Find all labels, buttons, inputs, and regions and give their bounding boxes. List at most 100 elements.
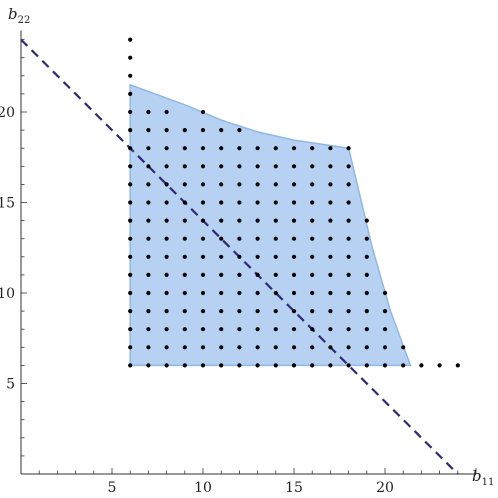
data-point [346,146,351,151]
data-point [200,182,206,187]
data-point [200,272,206,277]
data-point [200,290,206,296]
data-point [346,218,351,223]
data-point [146,236,151,241]
data-point [310,327,315,332]
data-point [128,327,133,332]
data-point [200,109,206,115]
data-point [310,164,315,169]
data-point [237,345,242,350]
data-point [419,363,424,368]
data-point [255,290,260,296]
data-point [146,164,151,169]
data-point [182,146,187,151]
data-point [364,290,369,296]
data-point [273,327,278,332]
data-point [128,290,133,296]
data-point [200,164,206,169]
data-point [328,309,333,314]
data-point [328,272,333,277]
data-point [364,236,369,241]
data-point [291,218,297,223]
y-tick-label: 5 [6,377,15,393]
data-point [255,218,260,223]
data-point [382,290,388,296]
data-point [128,272,133,277]
data-point [328,236,333,241]
data-point [346,309,351,314]
data-point [219,309,224,314]
data-point [164,363,169,368]
data-point [219,164,224,169]
data-point [237,327,242,332]
data-point [291,290,297,296]
data-point [291,254,297,259]
data-point [273,309,278,314]
data-point [182,164,187,169]
data-point [219,182,224,187]
data-point [146,290,151,296]
data-point [273,254,278,259]
data-point [200,309,206,314]
data-point [219,218,224,223]
data-point [128,309,133,314]
y-tick-label: 10 [0,286,15,302]
data-point [291,164,297,169]
data-point [182,327,187,332]
data-point [164,345,169,350]
data-point [291,182,297,187]
data-point [255,200,260,205]
data-point [273,182,278,187]
x-tick-label: 20 [376,480,394,496]
data-point [182,200,187,205]
data-point [182,309,187,314]
data-point [128,200,133,205]
data-point [273,164,278,169]
data-point [346,200,351,205]
data-point [328,182,333,187]
data-point [328,363,333,368]
data-point [237,254,242,259]
data-point [382,345,388,350]
data-point [328,290,333,296]
data-point [346,254,351,259]
data-point [310,182,315,187]
data-point [128,73,133,78]
data-point [128,37,133,42]
data-point [128,146,133,151]
data-point [164,309,169,314]
data-point [128,236,133,241]
data-point [219,236,224,241]
data-point [291,272,297,277]
data-point [146,254,151,259]
data-point [364,218,369,223]
data-point [364,327,369,332]
data-point [128,109,133,115]
data-point [182,363,187,368]
y-tick-label: 20 [0,105,15,121]
data-point [237,290,242,296]
data-point [182,290,187,296]
lattice-points [128,37,460,368]
data-point [255,182,260,187]
data-point [164,254,169,259]
y-axis-label: b22 [8,5,30,26]
data-point [200,236,206,241]
data-point [291,327,297,332]
data-point [346,290,351,296]
data-point [219,272,224,277]
data-point [310,200,315,205]
data-point [164,218,169,223]
tick-labels: 5 10 15 20 5 10 15 20 [0,105,394,496]
data-point [164,236,169,241]
data-point [255,164,260,169]
data-point [346,236,351,241]
data-point [291,146,297,151]
data-point [310,345,315,350]
feasible-region-layer [129,83,412,367]
data-point [200,327,206,332]
data-point [164,146,169,151]
x-tick-label: 10 [194,480,212,496]
data-point [128,345,133,350]
